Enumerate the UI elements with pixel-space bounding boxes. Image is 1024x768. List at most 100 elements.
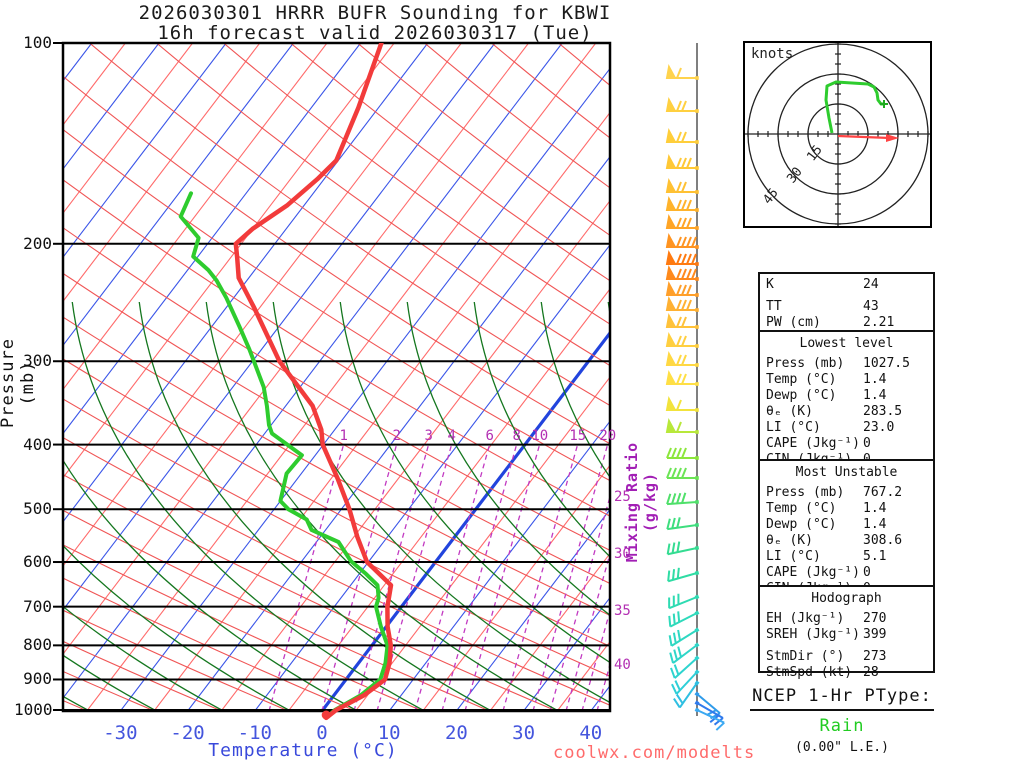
wind-barb — [668, 610, 700, 628]
stat-row: SREH (Jkg⁻¹) 399 — [766, 627, 933, 643]
temp-tick-label: 20 — [444, 722, 468, 744]
wind-barb — [671, 669, 700, 695]
stat-row: StmSpd (kt) 28 — [766, 665, 933, 681]
stat-row: CAPE (Jkg⁻¹) 0 — [766, 565, 933, 581]
indices-panel: K 24 TT 43 PW (cm) 2.21 — [758, 272, 935, 332]
stat-row: LI (°C) 23.0 — [766, 420, 933, 436]
wind-barb — [666, 517, 700, 531]
stat-row: Temp (°C) 1.4 — [766, 501, 933, 517]
stat-row: PW (cm) 2.21 — [766, 315, 933, 331]
stat-value: 23.0 — [863, 420, 895, 435]
temp-tick-label: -30 — [103, 722, 138, 744]
temp-axis-label: Temperature (°C) — [208, 740, 398, 761]
stat-value: 399 — [863, 627, 887, 642]
stat-row: EH (Jkg⁻¹) 270 — [766, 611, 933, 627]
most-unstable-panel: Most Unstable Press (mb) 767.2 Temp (°C) 1.… — [758, 459, 935, 596]
wind-barb — [665, 418, 699, 434]
stat-row: TT 43 — [766, 299, 933, 315]
temp-tick-label: 40 — [579, 722, 603, 744]
subtitle: 16h forecast valid 2026030317 (Tue) — [157, 22, 593, 44]
ptype-heading: NCEP 1-Hr PType: — [750, 686, 934, 711]
pressure-tick-label: 600 — [23, 552, 52, 572]
wind-barb — [673, 680, 700, 709]
stat-row: Press (mb) 767.2 — [766, 485, 933, 501]
stat-label: EH (Jkg⁻¹) — [766, 611, 845, 626]
stat-row: CAPE (Jkg⁻¹) 0 — [766, 436, 933, 452]
wind-barb — [665, 214, 699, 230]
stat-value: 767.2 — [863, 485, 903, 500]
mixing-ratio-label: 3 — [424, 428, 433, 444]
hodograph-panel — [744, 42, 931, 227]
stat-row: θₑ (K) 308.6 — [766, 533, 933, 549]
stat-row: Press (mb) 1027.5 — [766, 356, 933, 372]
stat-label: SREH (Jkg⁻¹) — [766, 627, 860, 642]
stat-value: 1.4 — [863, 501, 887, 516]
stat-value: 1.4 — [863, 517, 887, 532]
pressure-tick-label: 900 — [23, 669, 52, 689]
wind-barb — [665, 332, 699, 348]
wind-barb-column — [665, 43, 725, 731]
stat-label: θₑ (K) — [766, 533, 813, 548]
stat-label: StmDir (°) — [766, 649, 845, 664]
wind-barb — [665, 351, 699, 367]
pressure-tick-label: 700 — [23, 596, 52, 616]
stat-row: StmDir (°) 273 — [766, 649, 933, 665]
stat-label: Temp (°C) — [766, 372, 837, 387]
main-title: 2026030301 HRRR BUFR Sounding for KBWI — [138, 2, 612, 24]
wind-barb — [665, 196, 699, 212]
wind-barb — [666, 447, 699, 460]
wind-barb — [665, 396, 699, 412]
temp-tick-label: 10 — [377, 722, 401, 744]
stat-label: Press (mb) — [766, 356, 845, 371]
mixing-ratio-label: 25 — [614, 488, 631, 505]
wind-barb — [667, 567, 700, 583]
stat-value: 1.4 — [863, 372, 887, 387]
hodograph-trace — [824, 80, 884, 134]
mixing-ratio-label: 8 — [512, 428, 521, 444]
stat-label: Temp (°C) — [766, 501, 837, 516]
mixing-ratio-label: 20 — [599, 428, 617, 444]
panel-title: Lowest level — [799, 336, 894, 351]
wind-barb — [666, 541, 700, 556]
wind-barb — [665, 281, 699, 297]
temp-tick-label: 30 — [512, 722, 536, 744]
stat-value: 273 — [863, 649, 887, 664]
stat-label: Press (mb) — [766, 485, 845, 500]
wind-barb — [665, 370, 699, 386]
panel-title: Hodograph — [811, 591, 882, 606]
stat-value: 5.1 — [863, 549, 887, 564]
stat-row: Dewp (°C) 1.4 — [766, 388, 933, 404]
stat-label: Dewp (°C) — [766, 517, 837, 532]
temp-tick-label: -10 — [237, 722, 272, 744]
stat-label: PW (cm) — [766, 315, 821, 330]
wind-barb — [665, 64, 699, 80]
stat-row: K 24 — [766, 277, 933, 293]
stat-label: StmSpd (kt) — [766, 665, 853, 680]
stat-value: 308.6 — [863, 533, 903, 548]
stat-label: Dewp (°C) — [766, 388, 837, 403]
pressure-tick-label: 100 — [23, 33, 52, 52]
wind-barb — [668, 593, 700, 610]
wind-barb — [665, 128, 699, 144]
wind-barb — [670, 655, 700, 679]
stat-label: θₑ (K) — [766, 404, 813, 419]
stat-value: 283.5 — [863, 404, 903, 419]
mixing-ratio-label: 2 — [392, 428, 401, 444]
mixing-ratio-label: 6 — [485, 428, 494, 444]
stat-value: 1027.5 — [863, 356, 910, 371]
pressure-tick-label: 400 — [23, 434, 52, 454]
mixing-ratio-label: 40 — [614, 656, 631, 673]
stat-value: 1.4 — [863, 388, 887, 403]
wind-barb — [665, 97, 699, 113]
watermark-link[interactable]: coolwx.com/modelts — [553, 743, 756, 763]
surface-point — [321, 710, 331, 720]
mixing-ratio-label: 15 — [569, 428, 587, 444]
lowest-level-panel: Lowest level Press (mb) 1027.5 Temp (°C) 1.… — [758, 330, 935, 467]
stat-value: 2.21 — [863, 315, 895, 330]
stat-label: K — [766, 277, 774, 292]
mixing-ratio-label: 10 — [531, 428, 549, 444]
wind-barb — [666, 467, 699, 480]
stat-label: LI (°C) — [766, 549, 821, 564]
